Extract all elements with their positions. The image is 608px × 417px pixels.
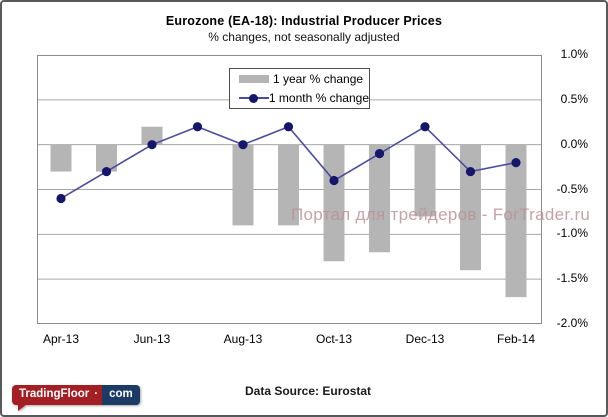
x-tick: Feb-14 (496, 332, 536, 346)
y-tick: -0.5% (556, 182, 588, 196)
line-marker-swatch-icon (239, 93, 269, 103)
y-tick: -1.0% (556, 226, 588, 240)
x-tick: Dec-13 (405, 332, 445, 346)
logo-speech-tail (18, 404, 27, 411)
logo-separator-dot: · (94, 385, 103, 405)
logo-tld-text: com (102, 385, 140, 405)
plot-area (37, 55, 542, 324)
y-tick: -1.5% (556, 271, 588, 285)
y-tick: -2.0% (556, 316, 588, 330)
chart-subtitle: % changes, not seasonally adjusted (208, 30, 400, 44)
legend-label: 1 year % change (273, 72, 364, 86)
x-tick: Oct-13 (315, 332, 352, 346)
legend-label: 1 month % change (268, 91, 369, 105)
bar-swatch-icon (239, 75, 269, 83)
y-tick: 0.0% (560, 137, 588, 151)
watermark: Портал для трейдеров - ForTrader.ru (291, 205, 591, 224)
x-tick: Jun-13 (133, 332, 171, 346)
legend: 1 year % change 1 month % change (229, 68, 370, 109)
data-source-label: Data Source: Eurostat (245, 384, 372, 398)
legend-item-line-series: 1 month % change (239, 90, 369, 106)
chart-title: Eurozone (EA-18): Industrial Producer Pr… (165, 14, 443, 28)
y-tick: 1.0% (560, 47, 588, 61)
legend-item-bar-series: 1 year % change (239, 71, 369, 87)
tradingfloor-logo: TradingFloor · com (12, 385, 140, 411)
x-tick: Apr-13 (42, 332, 80, 346)
y-tick: 0.5% (560, 92, 588, 106)
logo-brand-text: TradingFloor (12, 385, 95, 405)
x-tick: Aug-13 (223, 332, 263, 346)
